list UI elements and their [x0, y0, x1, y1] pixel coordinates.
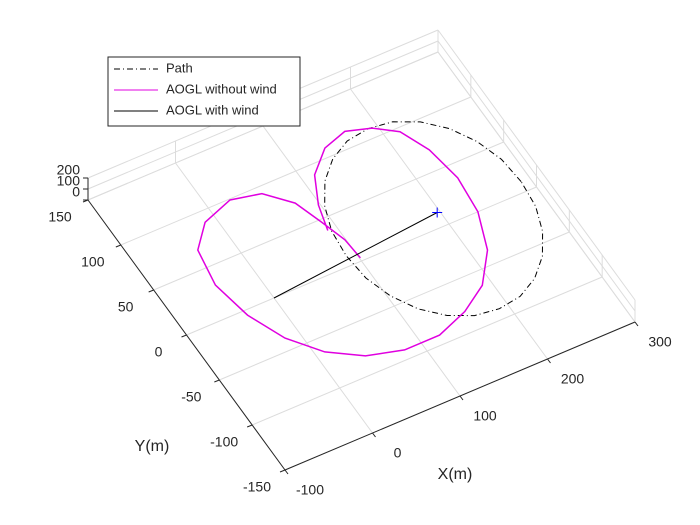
x-tick [372, 432, 376, 438]
grid-line [219, 231, 570, 381]
y-tick [214, 379, 220, 383]
y-tick-label: -100 [210, 434, 238, 450]
y-tick-label: -150 [243, 479, 271, 495]
y-tick-label: 0 [155, 344, 163, 360]
y-axis-label: Y(m) [135, 438, 170, 455]
x-tick-label: 200 [561, 371, 585, 387]
legend-label: AOGL without wind [166, 81, 277, 96]
series-line [324, 121, 544, 317]
x-axis-label: X(m) [438, 466, 473, 483]
x-tick [284, 469, 289, 475]
y-tick [115, 244, 122, 248]
y-tick-label: 150 [48, 209, 72, 225]
y-tick-label: 100 [81, 254, 105, 270]
grid-line [437, 29, 636, 301]
x-tick [459, 395, 464, 401]
z-tick-label: 200 [57, 162, 81, 178]
z-tick-label: 0 [72, 184, 80, 200]
y-tick [246, 424, 253, 428]
grid-line [437, 40, 636, 312]
series-line [197, 127, 489, 357]
end-marker [432, 207, 443, 218]
y-tick [148, 289, 154, 293]
legend: Path AOGL without wind AOGL with wind [107, 56, 301, 127]
series-line [273, 212, 438, 299]
grid-line [120, 96, 472, 246]
y-tick-label: 50 [118, 299, 134, 315]
grid-line [251, 276, 603, 426]
z-tick-label: 100 [57, 173, 81, 189]
legend-label: Path [166, 60, 193, 75]
x-tick [547, 358, 551, 364]
y-tick [181, 334, 187, 338]
legend-label: AOGL with wind [166, 102, 259, 117]
x-tick [634, 321, 639, 327]
x-tick-label: 100 [473, 408, 497, 424]
x-tick-label: 0 [394, 445, 402, 461]
grid-line [437, 51, 636, 323]
y-tick [279, 469, 286, 473]
y-tick-label: -50 [181, 389, 201, 405]
x-tick-label: -100 [296, 482, 324, 498]
x-tick-label: 300 [648, 334, 672, 350]
